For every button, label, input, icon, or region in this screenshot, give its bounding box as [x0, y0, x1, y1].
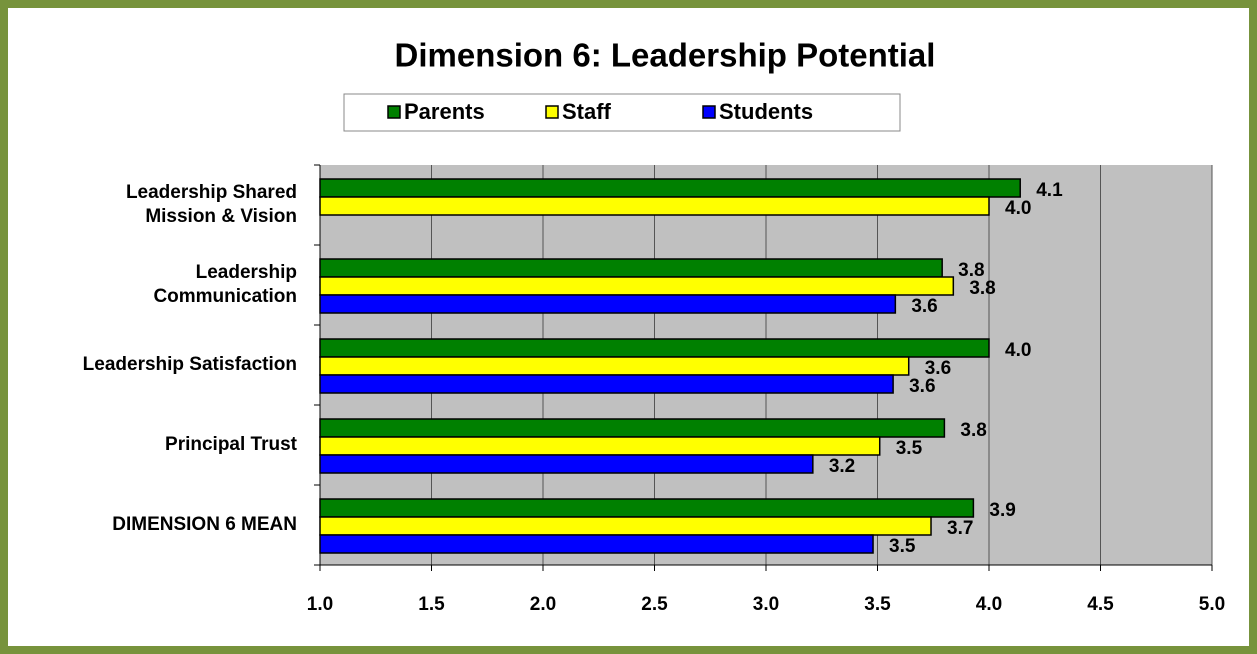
value-label: 3.8 — [960, 420, 986, 441]
x-tick-label: 2.5 — [641, 594, 668, 615]
bar — [319, 178, 1021, 198]
x-tick-label: 3.5 — [864, 594, 891, 615]
bar — [319, 534, 874, 554]
x-tick-label: 1.0 — [307, 594, 333, 615]
chart-title: Dimension 6: Leadership Potential — [395, 37, 936, 74]
y-tick-label: Leadership Satisfaction — [83, 354, 297, 375]
value-label: 3.9 — [989, 500, 1015, 521]
y-tick-label: Leadership Communication — [153, 262, 297, 307]
y-tick-label-line: Mission & Vision — [145, 206, 297, 227]
value-label: 4.0 — [1005, 198, 1031, 219]
bar — [319, 356, 910, 376]
value-label: 4.1 — [1036, 180, 1063, 201]
value-label: 4.0 — [1005, 340, 1031, 361]
legend-box — [343, 93, 901, 132]
x-tick-label: 5.0 — [1199, 594, 1225, 615]
bar — [319, 498, 975, 518]
y-tick-label-line: Leadership Satisfaction — [83, 354, 297, 375]
value-label: 3.6 — [925, 358, 951, 379]
value-label: 3.6 — [911, 296, 937, 317]
value-label: 3.5 — [896, 438, 923, 459]
legend-label: Students — [719, 99, 813, 124]
y-tick-label: Leadership Shared Mission & Vision — [126, 182, 297, 227]
bar — [319, 516, 932, 536]
bar — [319, 374, 894, 394]
legend-swatch — [702, 105, 716, 119]
bar — [319, 294, 897, 314]
y-tick-label-line: Leadership Shared — [126, 182, 297, 203]
legend-label: Parents — [404, 99, 485, 124]
legend-swatch — [545, 105, 559, 119]
x-tick-label: 4.0 — [976, 594, 1002, 615]
legend-label: Staff — [562, 99, 612, 124]
value-label: 3.7 — [947, 518, 973, 539]
bar — [319, 276, 955, 296]
bar — [319, 196, 990, 216]
value-label: 3.8 — [969, 278, 995, 299]
bar — [319, 436, 881, 456]
x-tick-label: 2.0 — [530, 594, 556, 615]
legend-swatch — [387, 105, 401, 119]
bar — [319, 258, 943, 278]
y-tick-label-line: Communication — [153, 286, 297, 307]
x-tick-label: 3.0 — [753, 594, 779, 615]
x-tick-label: 4.5 — [1087, 594, 1114, 615]
value-label: 3.5 — [889, 536, 916, 557]
bar — [319, 418, 946, 438]
y-tick-label-line: Leadership — [196, 262, 297, 283]
value-label: 3.2 — [829, 456, 855, 477]
bar — [319, 338, 990, 358]
y-tick-label-line: Principal Trust — [165, 434, 298, 455]
y-tick-label: Principal Trust — [165, 434, 298, 455]
value-label: 3.8 — [958, 260, 984, 281]
value-label: 3.6 — [909, 376, 935, 397]
y-tick-label-line: DIMENSION 6 MEAN — [112, 514, 297, 535]
y-tick-label: DIMENSION 6 MEAN — [112, 514, 297, 535]
bar — [319, 454, 814, 474]
x-tick-label: 1.5 — [418, 594, 445, 615]
